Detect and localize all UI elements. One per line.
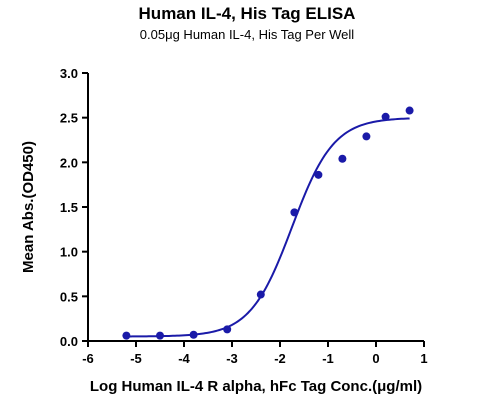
y-axis-label: Mean Abs.(OD450) <box>20 141 37 273</box>
chart-subtitle: 0.05μg Human IL-4, His Tag Per Well <box>140 27 354 42</box>
y-tick-label: 2.0 <box>60 155 78 170</box>
x-axis-label: Log Human IL-4 R alpha, hFc Tag Conc.(μg… <box>90 378 422 395</box>
data-point <box>122 331 131 340</box>
data-point <box>223 325 232 334</box>
data-point <box>189 330 198 339</box>
y-tick-label: 0.5 <box>60 289 78 304</box>
data-point <box>381 112 390 121</box>
fit-curve <box>126 117 410 338</box>
y-tick-label: 3.0 <box>60 66 78 81</box>
x-tick-label: 1 <box>420 351 427 366</box>
x-tick-label: -2 <box>274 351 286 366</box>
y-tick-label: 1.0 <box>60 245 78 260</box>
y-tick-label: 2.5 <box>60 111 78 126</box>
plot-area <box>122 106 414 340</box>
y-tick-label: 1.5 <box>60 200 78 215</box>
data-point <box>156 331 164 340</box>
x-tick-label: -5 <box>130 351 142 366</box>
y-tick-label: 0.0 <box>60 334 78 349</box>
x-tick-label: -6 <box>82 351 94 366</box>
x-tick-label: -1 <box>322 351 334 366</box>
data-point <box>290 208 299 217</box>
x-tick-label: -3 <box>226 351 238 366</box>
x-axis-ticks: -6 -5 -4 -3 -2 -1 0 1 <box>82 341 428 366</box>
x-tick-label: -4 <box>178 351 190 366</box>
data-point <box>362 132 371 141</box>
data-point <box>314 170 323 179</box>
x-tick-label: 0 <box>372 351 379 366</box>
data-point <box>405 106 414 115</box>
y-axis-ticks: 0.0 0.5 1.0 1.5 2.0 2.5 3.0 <box>60 66 88 349</box>
data-point <box>338 154 347 163</box>
data-point <box>256 290 265 299</box>
chart-title: Human IL-4, His Tag ELISA <box>139 4 356 23</box>
